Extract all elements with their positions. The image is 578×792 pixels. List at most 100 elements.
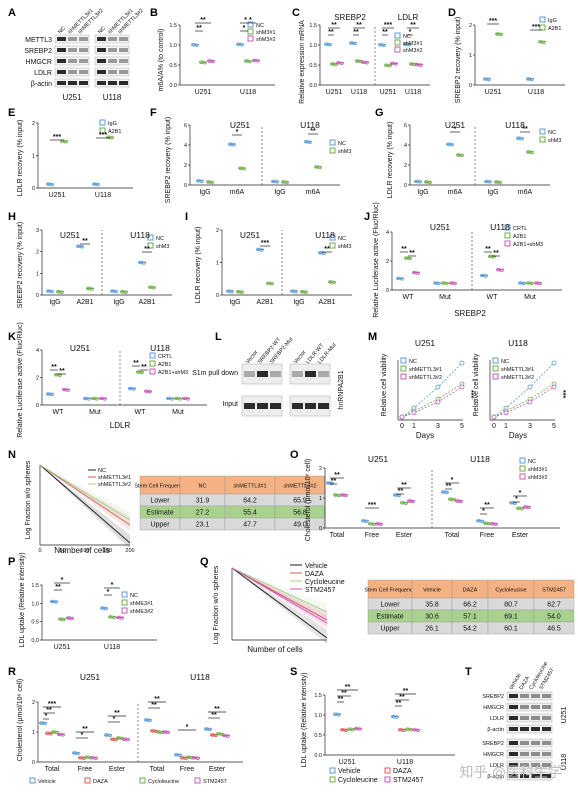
data-point bbox=[336, 61, 340, 65]
x-tick-label: Total bbox=[330, 532, 345, 539]
data-point bbox=[39, 721, 43, 725]
data-point bbox=[46, 392, 50, 396]
panel-m: M U251 U118 Relative cell viability Rela… bbox=[368, 331, 566, 440]
watermark: 知乎 @医科生学 bbox=[459, 765, 562, 781]
data-point bbox=[415, 62, 419, 67]
x-tick-label: Total bbox=[150, 766, 165, 773]
y-axis-label: Relative cell viability bbox=[381, 353, 388, 416]
legend-swatch bbox=[147, 234, 154, 241]
data-point bbox=[396, 276, 400, 281]
x-tick-label: m6A bbox=[448, 189, 463, 196]
series-line bbox=[39, 464, 131, 526]
panel-n: N Log Fraction w/o spheres Number of cel… bbox=[8, 449, 326, 555]
y-tick-label: 2 bbox=[319, 466, 322, 472]
panel-o-letter: O bbox=[290, 449, 299, 461]
y-tick-label: 1.5 bbox=[31, 583, 39, 589]
sig-mark: ** bbox=[401, 246, 407, 253]
table-cell-text: 54.0 bbox=[547, 614, 561, 621]
chart-c: 0.0 0.5 1.0 1.5 U251 U118 U251 U118 NCshM3#1shM3… bbox=[309, 22, 430, 96]
blot-band bbox=[542, 705, 551, 709]
blot-row-label: HMGCR bbox=[483, 752, 504, 758]
data-point bbox=[60, 290, 64, 294]
panel-l: L Vector SREBP2-WT SREBP2-Mut Vector LDL… bbox=[192, 331, 345, 417]
y-axis-label: LDLR recovery (% input) bbox=[17, 120, 24, 197]
series-line bbox=[401, 386, 463, 418]
data-point bbox=[459, 384, 465, 390]
panel-r: R Cholesterol (μmol/10⁶ cell) U251 U118 … bbox=[8, 666, 243, 785]
data-point bbox=[196, 756, 200, 760]
table-cell-text: 46.5 bbox=[547, 626, 561, 633]
x-tick-label: U251 bbox=[49, 192, 66, 199]
data-point bbox=[405, 727, 409, 731]
y-tick-label: 1.0 bbox=[31, 601, 39, 607]
western-blot-a bbox=[54, 34, 130, 88]
data-point bbox=[192, 756, 196, 760]
legend-label: shMETTL3#1 bbox=[98, 475, 131, 481]
data-point bbox=[394, 62, 398, 66]
sig-mark: * bbox=[243, 25, 246, 32]
blot-band bbox=[531, 774, 540, 778]
legend-label: Cycloleucine bbox=[305, 579, 345, 586]
group-label: U118 bbox=[103, 93, 122, 102]
header-label: U251 bbox=[70, 343, 91, 353]
table-cell-text: 60.1 bbox=[504, 626, 518, 633]
x-tick-label: U251 bbox=[485, 89, 502, 96]
data-point bbox=[124, 290, 128, 294]
data-point bbox=[416, 271, 420, 275]
data-point bbox=[407, 499, 411, 503]
data-point bbox=[395, 715, 399, 719]
legend-swatch bbox=[121, 607, 128, 614]
data-point bbox=[437, 281, 441, 286]
data-point bbox=[62, 387, 66, 392]
data-point bbox=[84, 755, 88, 759]
data-point bbox=[516, 506, 520, 510]
table-cell-text: 31.9 bbox=[196, 498, 210, 505]
y-tick-label: 2 bbox=[469, 23, 472, 29]
data-point bbox=[228, 142, 232, 146]
data-point bbox=[186, 397, 190, 401]
data-point bbox=[252, 58, 256, 63]
frequency-table-q: Stem Cell Frequency Vehicle DAZA Cycloleuci… bbox=[364, 579, 575, 635]
data-point bbox=[390, 61, 394, 66]
blot-band bbox=[520, 741, 529, 745]
legend-label: IgG bbox=[548, 18, 557, 24]
data-point bbox=[64, 139, 68, 144]
sig-mark: ** bbox=[214, 706, 220, 713]
x-axis-title: LDLR bbox=[110, 421, 131, 430]
data-point bbox=[416, 728, 420, 732]
chart-title: U251 bbox=[415, 338, 436, 348]
data-point bbox=[324, 42, 328, 46]
sig-mark: * bbox=[45, 713, 48, 720]
blot-band bbox=[509, 741, 518, 745]
x-tick-label: 0 bbox=[400, 423, 404, 430]
blot-band bbox=[108, 59, 117, 63]
blot-band bbox=[520, 694, 529, 698]
sig-mark: * bbox=[454, 126, 457, 133]
data-point bbox=[488, 180, 492, 184]
y-tick-label: 6 bbox=[184, 123, 187, 129]
blot-band bbox=[542, 694, 551, 698]
x-axis-label: Number of cells bbox=[54, 546, 110, 555]
y-axis-label: m6A/A% (to control) bbox=[158, 29, 165, 92]
data-point bbox=[103, 397, 107, 401]
blot-frame bbox=[506, 702, 553, 712]
panel-a-letter: A bbox=[8, 7, 16, 19]
legend-label: A2B1 bbox=[548, 26, 561, 32]
chart-m: 0 1 3 5 NC shMETTL3#1 shMETTL3#2 *** 0 1 3 5 NC shMET… bbox=[397, 357, 566, 430]
x-tick-label: WT bbox=[403, 294, 415, 301]
legend-swatch bbox=[194, 777, 201, 784]
data-point bbox=[99, 396, 103, 401]
blot-band bbox=[292, 371, 303, 377]
header-label: U118 bbox=[190, 672, 210, 682]
legend-swatch bbox=[149, 352, 156, 359]
table-header-label: shMETTL3#1 bbox=[233, 483, 266, 489]
header-label: U118 bbox=[300, 120, 320, 130]
data-point bbox=[199, 60, 203, 64]
x-tick-label: A2B1 bbox=[256, 299, 273, 306]
header-label: U251 bbox=[80, 672, 101, 682]
sig-mark: ** bbox=[409, 250, 415, 257]
data-point bbox=[54, 600, 58, 604]
blot-band bbox=[119, 59, 128, 63]
